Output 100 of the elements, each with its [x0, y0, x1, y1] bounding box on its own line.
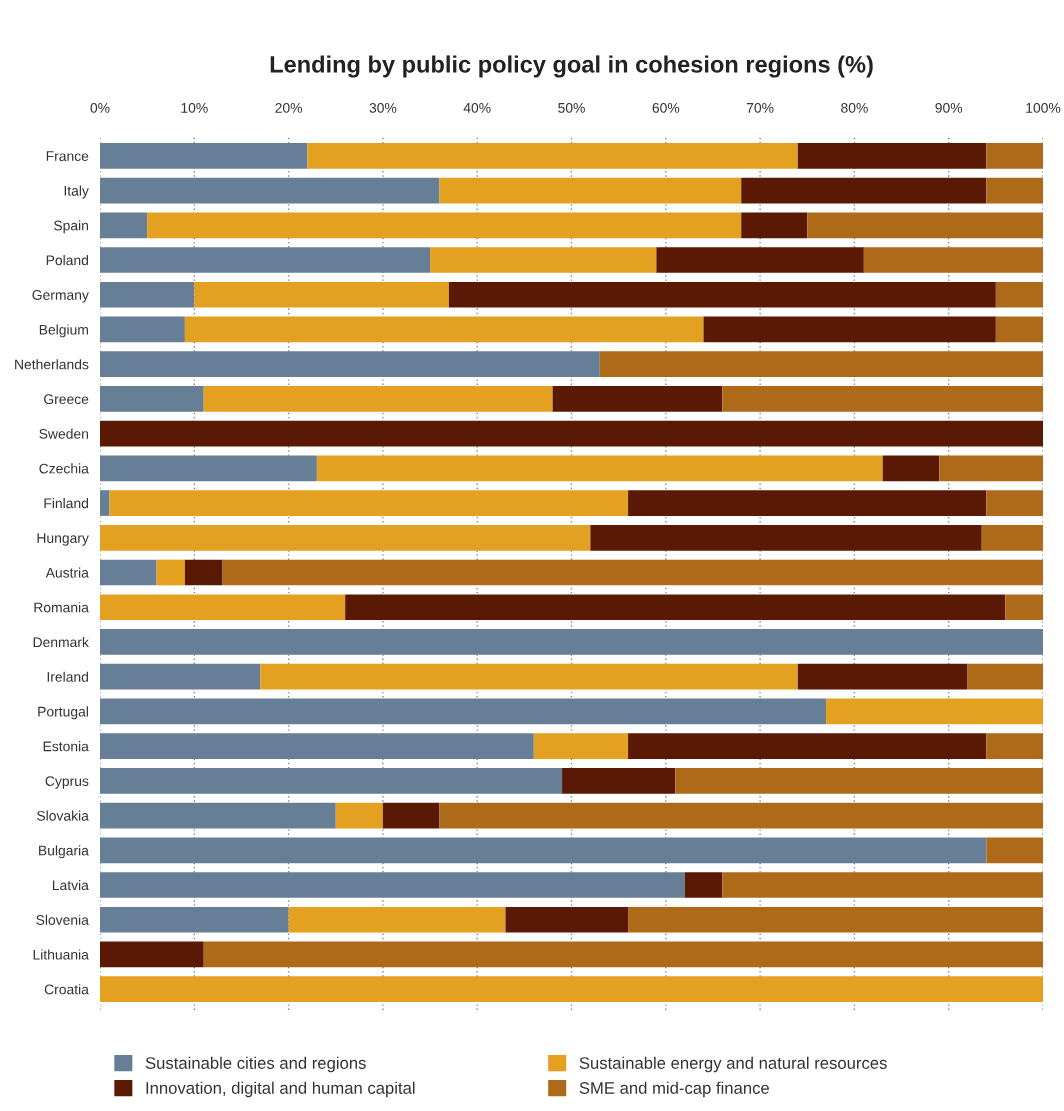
y-tick-label: Hungary: [37, 533, 89, 546]
bar: [156, 559, 185, 586]
bar: [203, 386, 553, 412]
bar: [345, 594, 1006, 621]
bar: [439, 802, 1043, 829]
bar: [986, 733, 1043, 759]
bar: [184, 316, 704, 343]
y-tick-label: Latvia: [52, 879, 89, 891]
bar: [100, 420, 1043, 447]
y-tick-label: Italy: [64, 185, 89, 199]
bar: [986, 177, 1043, 204]
bar: [599, 351, 1043, 378]
bar: [100, 837, 987, 864]
bar: [260, 663, 798, 690]
bar: [939, 455, 1043, 482]
y-tick-label: Denmark: [33, 636, 89, 648]
bar: [628, 490, 987, 516]
bar: [222, 559, 1043, 586]
bar: [203, 941, 1043, 968]
bar: [797, 142, 987, 169]
bar: [100, 490, 110, 516]
bar: [100, 455, 317, 482]
bar: [335, 802, 383, 829]
bar: [703, 316, 996, 343]
bar: [981, 524, 1043, 551]
bar: [439, 177, 742, 204]
bar: [741, 177, 987, 204]
bar: [675, 767, 1043, 794]
legend-label: Sustainable cities and regions: [145, 1056, 366, 1073]
bar: [184, 559, 223, 586]
bar: [382, 802, 440, 829]
bar: [100, 802, 336, 829]
bar: [562, 767, 676, 794]
y-tick-label: France: [46, 151, 89, 161]
bar: [316, 455, 883, 482]
bar: [307, 142, 798, 169]
bar: [109, 490, 629, 516]
y-tick-label: Netherlands: [15, 359, 89, 370]
bar: [986, 490, 1043, 516]
bar: [430, 247, 657, 273]
bar: [100, 594, 346, 621]
y-tick-label: Slovenia: [36, 914, 89, 925]
bar: [684, 872, 723, 898]
bar: [741, 212, 808, 239]
bar: [995, 316, 1043, 343]
bar: [100, 247, 431, 273]
y-tick-label: Austria: [45, 567, 89, 578]
bar: [533, 733, 629, 759]
legend-label: Innovation, digital and human capital: [146, 1081, 415, 1098]
bar: [147, 212, 742, 239]
x-tick-label: 60%: [652, 102, 680, 113]
y-tick-label: Lithuania: [33, 949, 89, 960]
bar: [505, 906, 629, 933]
x-tick-label: 0%: [90, 102, 110, 113]
bar: [288, 906, 506, 933]
bar: [194, 281, 449, 308]
bar: [628, 906, 1043, 933]
bar: [100, 524, 591, 551]
bar: [882, 455, 940, 482]
y-tick-label: Romania: [34, 602, 89, 613]
x-tick-label: 90%: [935, 102, 963, 113]
bar: [656, 247, 864, 273]
bar: [552, 386, 723, 412]
y-tick-label: Belgium: [39, 324, 88, 338]
x-tick-label: 70%: [746, 102, 774, 113]
bar: [100, 733, 534, 759]
y-tick-label: Ireland: [47, 671, 88, 682]
bar: [986, 837, 1043, 864]
bar: [100, 767, 563, 794]
chart-title: Lending by public policy goal in cohesion regions (%): [270, 55, 873, 78]
bar: [100, 351, 600, 378]
y-tick-label: Croatia: [44, 984, 89, 995]
bar: [986, 142, 1043, 169]
bar: [722, 386, 1043, 412]
bar: [100, 559, 157, 586]
x-tick-label: 50%: [558, 102, 585, 113]
y-tick-label: Finland: [44, 498, 88, 509]
bar: [100, 316, 185, 343]
x-tick-label: 80%: [841, 102, 868, 113]
y-tick-label: Poland: [46, 254, 88, 266]
y-tick-label: Bulgaria: [39, 845, 89, 859]
bar: [722, 872, 1043, 898]
y-tick-label: Sweden: [39, 428, 88, 439]
bar: [100, 698, 827, 725]
bar: [100, 281, 195, 308]
bar: [448, 281, 996, 308]
bar: [863, 247, 1043, 273]
bar: [995, 281, 1043, 308]
bar: [826, 698, 1043, 725]
bar: [590, 524, 982, 551]
bar: [628, 733, 987, 759]
x-tick-label: 30%: [369, 102, 397, 113]
legend-label: Sustainable energy and natural resources: [579, 1056, 887, 1073]
y-tick-label: Spain: [54, 220, 88, 234]
bar: [100, 941, 204, 968]
x-tick-label: 100%: [1026, 102, 1061, 113]
y-tick-label: Cyprus: [45, 776, 89, 789]
y-tick-label: Germany: [32, 290, 89, 303]
bar: [100, 872, 685, 898]
legend-label: SME and mid-cap finance: [579, 1081, 769, 1098]
